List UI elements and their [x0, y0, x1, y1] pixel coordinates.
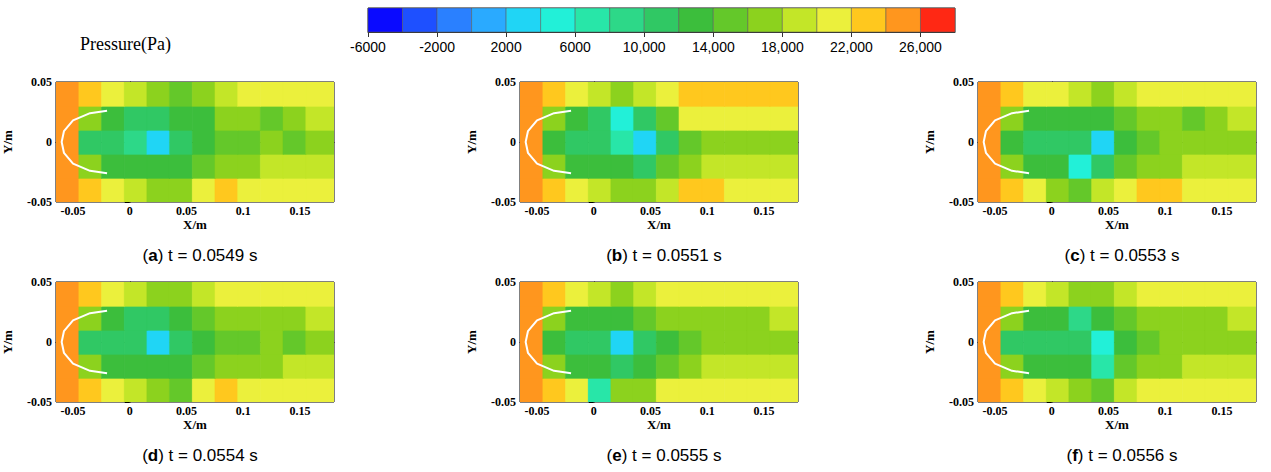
svg-text:Y/m: Y/m [464, 330, 479, 354]
svg-text:0.05: 0.05 [31, 275, 52, 289]
svg-text:0.1: 0.1 [236, 404, 251, 418]
svg-text:0.15: 0.15 [753, 204, 774, 218]
svg-text:-0.05: -0.05 [949, 395, 974, 409]
html-text:(a: (a [142, 246, 158, 265]
svg-text:-0.05: -0.05 [491, 395, 516, 409]
svg-text:2000: 2000 [491, 39, 522, 55]
svg-text:-0.05: -0.05 [949, 195, 974, 209]
svg-text:0.05: 0.05 [1098, 204, 1119, 218]
svg-text:0.05: 0.05 [176, 404, 197, 418]
svg-text:) t = 0.0556 s: ) t = 0.0556 s [1078, 446, 1178, 465]
svg-text:-0.05: -0.05 [61, 404, 86, 418]
svg-text:0.15: 0.15 [289, 404, 310, 418]
svg-text:0.05: 0.05 [495, 275, 516, 289]
svg-text:0: 0 [591, 204, 597, 218]
svg-text:0.15: 0.15 [1211, 404, 1232, 418]
svg-text:0: 0 [46, 335, 52, 349]
svg-text:X/m: X/m [1105, 417, 1129, 432]
svg-text:0: 0 [127, 404, 133, 418]
svg-text:0: 0 [591, 404, 597, 418]
svg-text:0.05: 0.05 [176, 204, 197, 218]
svg-text:0.1: 0.1 [1158, 404, 1173, 418]
svg-text:0.05: 0.05 [640, 404, 661, 418]
svg-text:0.05: 0.05 [953, 75, 974, 89]
svg-text:-0.05: -0.05 [27, 395, 52, 409]
svg-text:0.1: 0.1 [700, 404, 715, 418]
svg-text:6000: 6000 [560, 39, 591, 55]
svg-text:0: 0 [127, 204, 133, 218]
svg-text:0.05: 0.05 [31, 75, 52, 89]
svg-text:14,000: 14,000 [692, 39, 735, 55]
svg-text:-0.05: -0.05 [491, 195, 516, 209]
svg-text:X/m: X/m [183, 217, 207, 232]
svg-text:0.1: 0.1 [700, 204, 715, 218]
html-text:(f: (f [1066, 446, 1078, 465]
svg-text:Y/m: Y/m [464, 130, 479, 154]
svg-text:0: 0 [510, 135, 516, 149]
svg-text:Pressure(Pa): Pressure(Pa) [80, 34, 171, 55]
svg-text:0.15: 0.15 [289, 204, 310, 218]
svg-text:b: b [612, 246, 622, 265]
svg-text:0: 0 [968, 335, 974, 349]
svg-text:-0.05: -0.05 [983, 404, 1008, 418]
svg-text:0.05: 0.05 [495, 75, 516, 89]
svg-text:e: e [612, 446, 621, 465]
svg-text:) t = 0.0555 s: ) t = 0.0555 s [622, 446, 722, 465]
svg-text:Y/m: Y/m [0, 330, 15, 354]
svg-text:-6000: -6000 [350, 39, 386, 55]
svg-text:18,000: 18,000 [761, 39, 804, 55]
svg-text:0.15: 0.15 [753, 404, 774, 418]
svg-text:-0.05: -0.05 [61, 204, 86, 218]
svg-text:c: c [1070, 246, 1079, 265]
svg-text:0.1: 0.1 [236, 204, 251, 218]
svg-text:) t = 0.0551 s: ) t = 0.0551 s [622, 246, 722, 265]
svg-text:Y/m: Y/m [0, 130, 15, 154]
svg-text:) t = 0.0553 s: ) t = 0.0553 s [1080, 246, 1180, 265]
svg-text:0: 0 [46, 135, 52, 149]
svg-text:0.15: 0.15 [1211, 204, 1232, 218]
svg-text:0: 0 [1049, 404, 1055, 418]
svg-text:d: d [148, 446, 158, 465]
svg-text:Y/m: Y/m [922, 330, 937, 354]
svg-text:X/m: X/m [1105, 217, 1129, 232]
svg-text:0.05: 0.05 [1098, 404, 1119, 418]
svg-text:-0.05: -0.05 [27, 195, 52, 209]
svg-text:X/m: X/m [647, 417, 671, 432]
svg-text:X/m: X/m [647, 217, 671, 232]
svg-text:-2000: -2000 [419, 39, 455, 55]
svg-text:) t = 0.0549 s: ) t = 0.0549 s [158, 246, 258, 265]
svg-text:-0.05: -0.05 [525, 404, 550, 418]
svg-text:Y/m: Y/m [922, 130, 937, 154]
svg-text:0.1: 0.1 [1158, 204, 1173, 218]
svg-text:0.05: 0.05 [953, 275, 974, 289]
svg-text:-0.05: -0.05 [525, 204, 550, 218]
svg-text:0.05: 0.05 [640, 204, 661, 218]
svg-text:0: 0 [510, 335, 516, 349]
svg-text:-0.05: -0.05 [983, 204, 1008, 218]
svg-text:0: 0 [968, 135, 974, 149]
svg-text:26,000: 26,000 [899, 39, 942, 55]
svg-text:0: 0 [1049, 204, 1055, 218]
svg-text:22,000: 22,000 [830, 39, 873, 55]
svg-text:10,000: 10,000 [623, 39, 666, 55]
svg-text:) t = 0.0554 s: ) t = 0.0554 s [158, 446, 258, 465]
svg-text:X/m: X/m [183, 417, 207, 432]
